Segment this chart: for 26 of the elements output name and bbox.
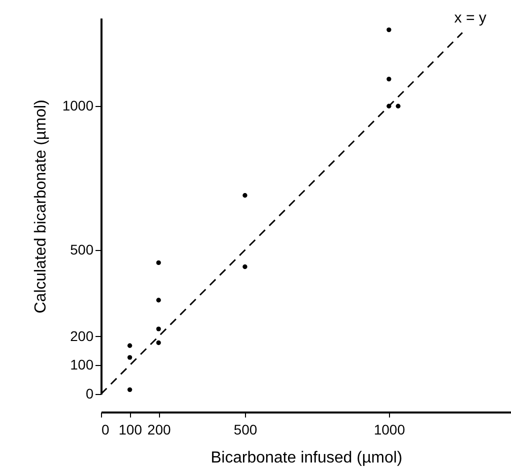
point [156,340,161,346]
point [156,326,161,332]
y-tick-label: 500 [70,242,94,258]
x-tick-label: 0 [102,422,110,438]
point [127,343,132,348]
point [156,298,161,302]
y-tick-label: 200 [70,328,94,344]
x-tick-label: 200 [147,422,171,438]
y-axis-title: Calculated bicarbonate (µmol) [32,100,50,314]
point [156,260,161,266]
point [127,387,132,392]
x-tick-label: 1000 [374,422,406,438]
x-tick-label: 100 [118,422,142,438]
point [242,264,248,270]
point [386,104,392,108]
point [386,76,392,82]
x-tick-label: 500 [234,422,258,438]
annotation: x = y [454,10,487,27]
point [386,27,392,32]
x-axis-title: Bicarbonate infused (µmol) [210,450,402,466]
point [127,355,132,360]
y-tick-label: 1000 [62,98,94,114]
y-tick-label: 0 [86,386,94,402]
point [242,193,248,198]
y-tick-label: 100 [70,356,94,373]
point [396,104,400,108]
